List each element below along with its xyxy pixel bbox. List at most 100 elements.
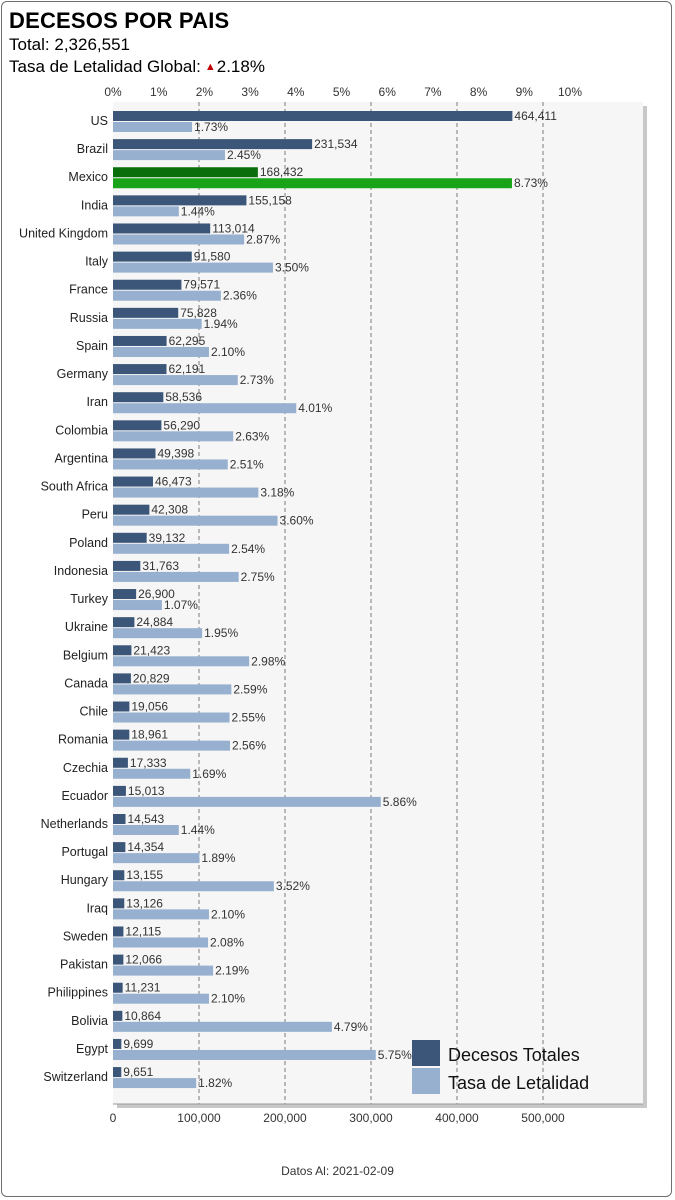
legend-label-deaths: Decesos Totales: [448, 1045, 580, 1065]
rate-value-label: 2.36%: [223, 289, 257, 303]
rate-bar: [113, 403, 297, 414]
category-label: Netherlands: [41, 817, 108, 831]
x-top-tick-label: 8%: [470, 85, 488, 99]
rate-bar: [113, 909, 209, 920]
category-label: Philippines: [48, 986, 108, 1000]
category-label: Iraq: [86, 901, 108, 915]
deaths-bar: [113, 617, 135, 628]
category-label: Mexico: [68, 170, 108, 184]
deaths-value-label: 26,900: [138, 587, 175, 601]
x-top-tick-label: 7%: [424, 85, 442, 99]
category-label: Iran: [86, 395, 108, 409]
x-top-tick-label: 5%: [333, 85, 351, 99]
category-label: Argentina: [54, 451, 108, 465]
deaths-bar: [113, 673, 131, 684]
deaths-bar: [113, 842, 126, 853]
rate-value-label: 5.86%: [383, 795, 417, 809]
category-label: Canada: [64, 676, 108, 690]
deaths-value-label: 17,333: [130, 756, 167, 770]
rate-bar: [113, 543, 230, 554]
x-top-tick-label: 9%: [516, 85, 534, 99]
rate-bar: [113, 431, 234, 442]
global-rate-label: Tasa de Letalidad Global:: [9, 57, 201, 76]
rate-bar: [113, 515, 278, 526]
deaths-value-label: 42,308: [151, 503, 188, 517]
deaths-value-label: 56,290: [163, 418, 200, 432]
deaths-bar: [113, 139, 313, 150]
deaths-bar: [113, 532, 147, 543]
x-top-tick-label: 0%: [104, 85, 122, 99]
rate-value-label: 2.10%: [211, 992, 245, 1006]
x-top-tick-label: 6%: [379, 85, 397, 99]
rate-bar: [113, 600, 162, 611]
category-label: Hungary: [61, 873, 109, 887]
category-label: Portugal: [61, 845, 108, 859]
x-bottom-tick-label: 200,000: [263, 1111, 307, 1125]
rate-bar: [113, 318, 202, 329]
rate-value-label: 2.54%: [231, 542, 265, 556]
rate-bar: [113, 712, 230, 723]
x-top-tick-label: 2%: [196, 85, 214, 99]
rate-value-label: 2.08%: [210, 935, 244, 949]
deaths-value-label: 19,056: [131, 700, 168, 714]
deaths-bar: [113, 814, 126, 824]
data-date-footer: Datos Al: 2021-02-09: [281, 1164, 394, 1178]
rate-value-label: 2.75%: [241, 570, 275, 584]
rate-bar: [113, 1078, 197, 1089]
rate-value-label: 8.73%: [514, 176, 548, 190]
deaths-bar: [113, 420, 162, 431]
deaths-bar: [113, 560, 141, 571]
rate-bar: [113, 290, 221, 301]
deaths-bar: [113, 392, 164, 403]
rate-bar: [113, 993, 209, 1004]
x-top-tick-label: 1%: [150, 85, 168, 99]
deaths-value-label: 21,423: [133, 643, 170, 657]
rate-value-label: 2.10%: [211, 907, 245, 921]
rate-bar: [113, 768, 191, 779]
x-bottom-tick-label: 300,000: [349, 1111, 393, 1125]
category-label: Colombia: [55, 423, 108, 437]
rate-value-label: 1.69%: [192, 767, 226, 781]
category-label: Switzerland: [43, 1070, 108, 1084]
deaths-bar: [113, 1038, 122, 1049]
rate-value-label: 1.73%: [194, 120, 228, 134]
rate-bar: [113, 206, 179, 217]
category-label: Czechia: [63, 761, 108, 775]
category-label: Chile: [80, 705, 109, 719]
deaths-value-label: 62,191: [168, 362, 205, 376]
category-label: Pakistan: [60, 958, 108, 972]
deaths-value-label: 13,126: [126, 896, 163, 910]
rate-bar: [113, 825, 179, 835]
deaths-value-label: 18,961: [131, 728, 168, 742]
deaths-bar: [113, 251, 192, 262]
x-top-tick-label: 4%: [287, 85, 305, 99]
category-label: Sweden: [63, 929, 108, 943]
rate-value-label: 3.52%: [276, 879, 310, 893]
deaths-value-label: 168,432: [260, 165, 304, 179]
rate-bar: [113, 234, 245, 245]
category-label: Egypt: [76, 1042, 108, 1056]
x-bottom-tick-label: 100,000: [177, 1111, 221, 1125]
deaths-value-label: 46,473: [155, 475, 192, 489]
rate-bar: [113, 965, 214, 976]
deaths-bar: [113, 701, 130, 712]
up-triangle-icon: ▲: [204, 61, 216, 73]
deaths-bar: [113, 757, 128, 768]
rate-value-label: 1.07%: [164, 598, 198, 612]
rate-bar: [113, 853, 200, 864]
category-label: Ecuador: [61, 789, 108, 803]
total-value: 2,326,551: [54, 35, 131, 54]
global-rate-value: 2.18%: [216, 57, 265, 76]
rate-value-label: 2.19%: [215, 964, 249, 978]
rate-value-label: 2.63%: [235, 429, 269, 443]
global-rate-line: Tasa de Letalidad Global: ▲2.18%: [9, 57, 265, 77]
rate-value-label: 5.75%: [378, 1048, 412, 1062]
rate-value-label: 2.45%: [227, 148, 261, 162]
deaths-value-label: 62,295: [169, 334, 206, 348]
legend-swatch-rate: [412, 1068, 440, 1094]
chart-title: DECESOS POR PAIS: [9, 8, 230, 33]
rate-bar: [113, 684, 232, 695]
deaths-bar: [113, 898, 125, 909]
deaths-bar: [113, 223, 211, 234]
deaths-value-label: 14,354: [127, 840, 164, 854]
